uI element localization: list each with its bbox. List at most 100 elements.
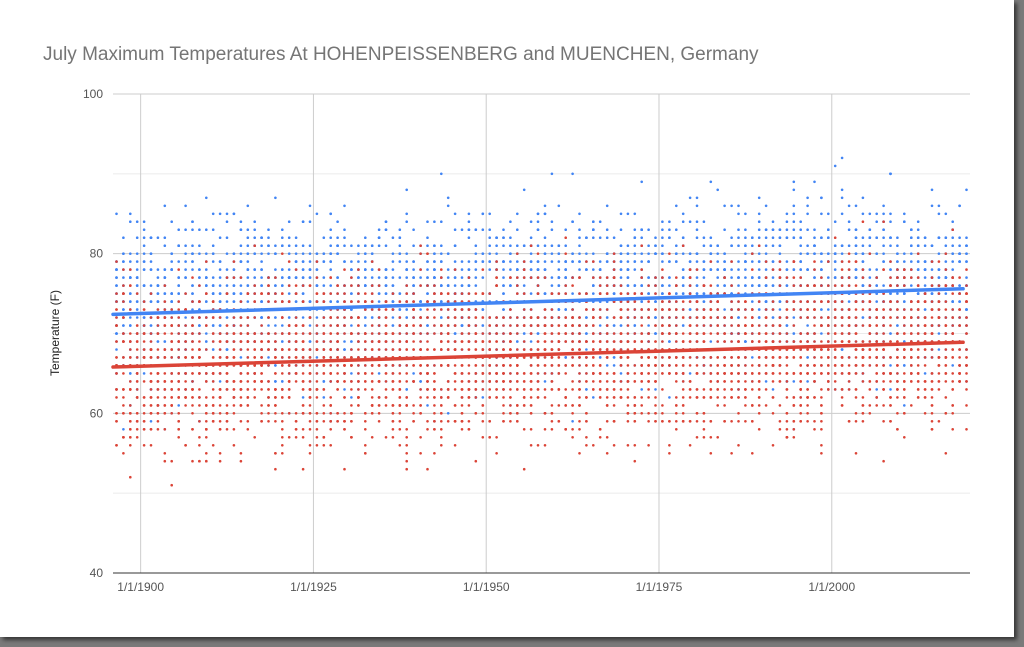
data-point <box>191 260 194 263</box>
data-point <box>253 388 256 391</box>
data-point <box>619 276 623 279</box>
data-point <box>205 428 208 431</box>
data-point <box>854 236 858 239</box>
data-point <box>115 212 118 216</box>
data-point <box>135 236 139 239</box>
data-point <box>156 404 160 407</box>
data-point <box>398 236 402 239</box>
data-point <box>115 340 118 343</box>
data-point <box>211 420 215 423</box>
data-point <box>281 412 284 415</box>
data-point <box>142 244 146 247</box>
data-point <box>156 316 160 319</box>
data-point <box>122 316 125 319</box>
data-point <box>315 348 319 351</box>
data-point <box>232 332 236 335</box>
data-point <box>211 276 215 279</box>
data-point <box>744 236 747 239</box>
data-point <box>294 436 298 439</box>
data-point <box>287 324 291 327</box>
data-point <box>785 268 789 271</box>
data-point <box>184 260 187 263</box>
data-point <box>281 252 284 255</box>
data-point <box>495 252 498 255</box>
data-point <box>930 292 934 295</box>
data-point <box>937 212 941 216</box>
data-point <box>792 188 796 192</box>
data-point <box>536 228 540 231</box>
data-point <box>474 268 478 271</box>
data-point <box>585 236 588 239</box>
data-point <box>598 356 602 359</box>
data-point <box>751 356 754 359</box>
data-point <box>357 364 360 367</box>
data-point <box>142 420 146 423</box>
data-point <box>785 228 789 231</box>
data-point <box>205 396 208 399</box>
data-point <box>281 356 284 359</box>
data-point <box>502 260 505 263</box>
data-point <box>274 388 277 391</box>
data-point <box>218 300 222 303</box>
data-point <box>184 332 187 335</box>
data-point <box>605 228 609 231</box>
data-point <box>205 340 208 343</box>
data-point <box>543 236 547 239</box>
data-point <box>308 332 312 335</box>
data-point <box>170 292 173 295</box>
data-point <box>246 236 250 239</box>
data-point <box>771 260 775 263</box>
data-point <box>778 236 782 239</box>
data-point <box>723 260 726 263</box>
data-point <box>799 220 802 223</box>
data-point <box>357 316 360 319</box>
data-point <box>198 396 201 399</box>
data-point <box>647 324 650 327</box>
data-point <box>142 444 146 447</box>
data-point <box>122 452 125 455</box>
data-point <box>861 260 865 263</box>
data-point <box>336 220 339 223</box>
data-point <box>820 332 823 335</box>
data-point <box>578 228 581 231</box>
data-point <box>377 236 381 239</box>
data-point <box>184 228 187 231</box>
data-point <box>626 260 630 263</box>
data-point <box>681 284 685 287</box>
data-point <box>944 244 948 247</box>
data-point <box>260 236 263 239</box>
data-point <box>287 268 291 271</box>
data-point <box>115 324 118 327</box>
data-point <box>170 483 173 487</box>
data-point <box>944 276 948 279</box>
data-point <box>543 292 547 295</box>
data-point <box>612 292 616 295</box>
data-point <box>135 300 139 303</box>
data-point <box>246 252 250 255</box>
data-point <box>198 324 201 327</box>
data-point <box>129 340 132 343</box>
data-point <box>350 380 353 383</box>
data-point <box>135 268 139 271</box>
data-point <box>426 292 429 295</box>
data-point <box>578 212 581 216</box>
data-point <box>198 372 201 375</box>
data-point <box>135 348 139 351</box>
data-point <box>184 444 187 447</box>
data-point <box>965 276 968 279</box>
data-point <box>198 420 201 423</box>
data-point <box>702 260 706 263</box>
data-point <box>184 324 187 327</box>
data-point <box>177 380 180 383</box>
data-point <box>281 428 284 431</box>
data-point <box>329 348 333 351</box>
data-point <box>329 228 333 231</box>
data-point <box>149 412 153 415</box>
data-point <box>903 292 906 295</box>
data-point <box>813 228 816 231</box>
data-point <box>218 404 222 407</box>
data-point <box>944 292 948 295</box>
data-point <box>516 212 519 216</box>
data-point <box>177 268 180 271</box>
data-point <box>771 228 775 231</box>
